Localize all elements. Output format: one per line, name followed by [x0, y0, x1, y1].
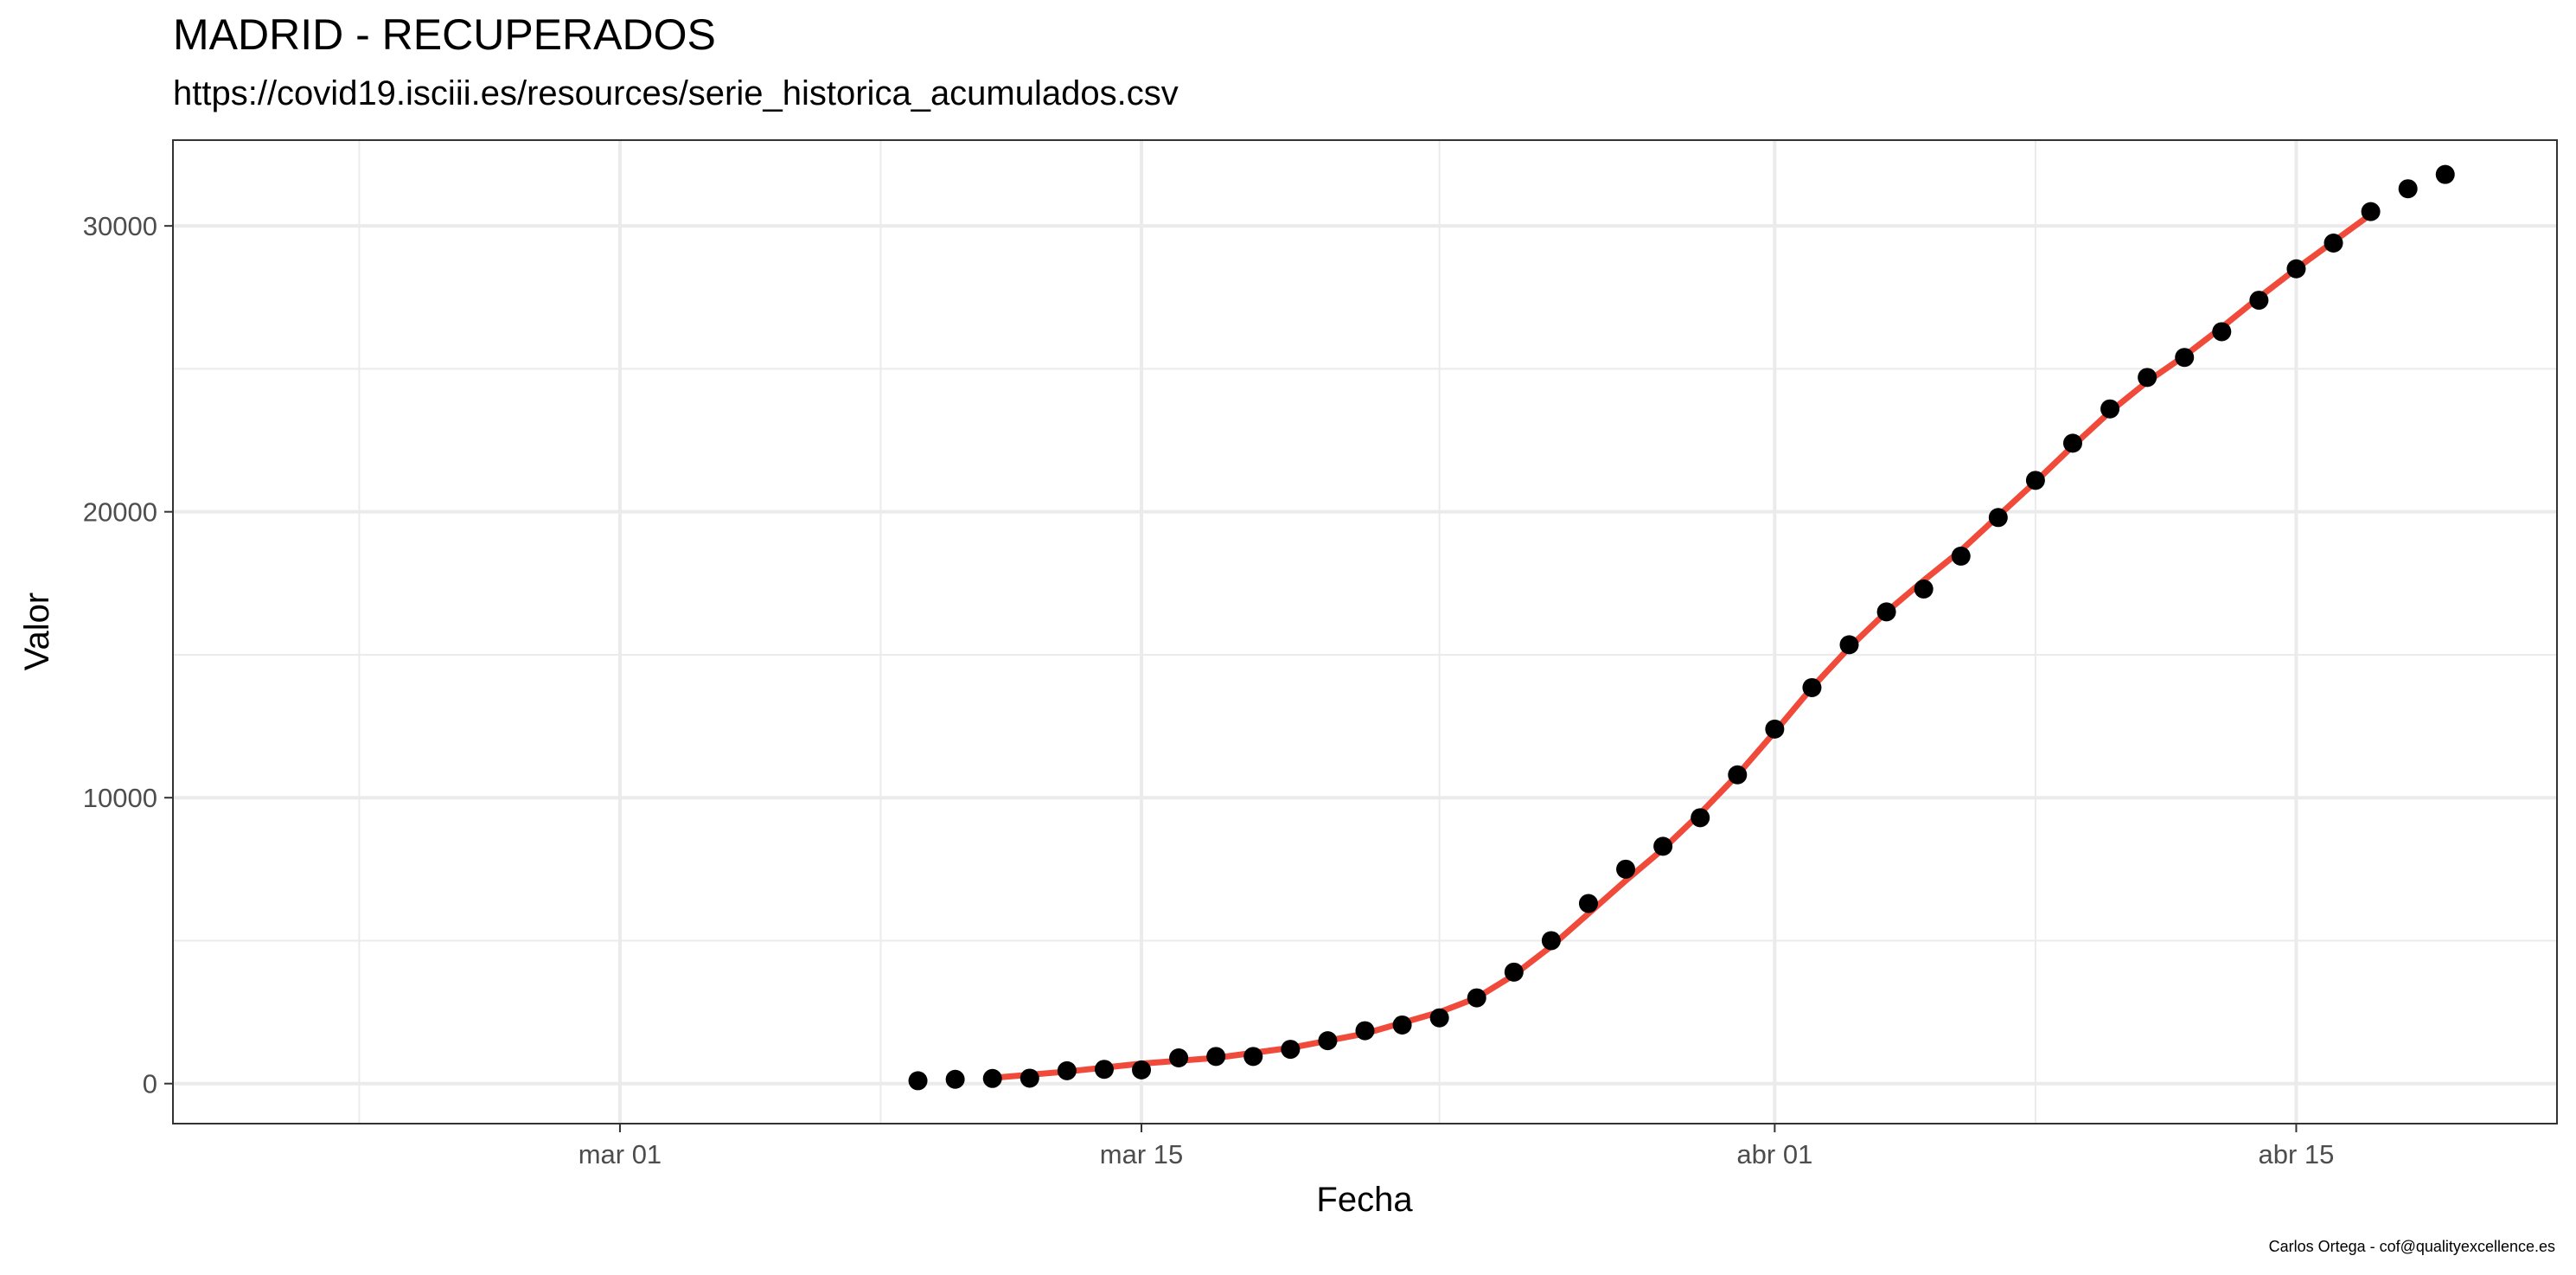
data-point [1988, 508, 2008, 528]
x-tick-label: mar 15 [1100, 1139, 1183, 1169]
data-point [1578, 894, 1598, 913]
chart-subtitle: https://covid19.isciii.es/resources/seri… [173, 74, 1179, 112]
y-tick-label: 0 [143, 1069, 157, 1099]
data-point [2212, 322, 2232, 342]
chart-title: MADRID - RECUPERADOS [173, 10, 716, 59]
data-point [1132, 1060, 1152, 1080]
data-point [2435, 164, 2455, 184]
data-point [1281, 1040, 1301, 1060]
data-point [1429, 1008, 1449, 1028]
y-tick-label: 10000 [83, 783, 157, 813]
data-point [1355, 1021, 1375, 1041]
data-point [1541, 931, 1561, 951]
chart-caption: Carlos Ortega - cof@qualityexcellence.es [2268, 1238, 2555, 1255]
data-point [1206, 1047, 1226, 1067]
data-point [945, 1069, 965, 1089]
x-tick-label: mar 01 [578, 1139, 662, 1169]
panel-border [172, 139, 2558, 1124]
x-tick-label: abr 01 [1736, 1139, 1812, 1169]
x-axis: mar 01 mar 15 abr 01 abr 15 [578, 1124, 2335, 1169]
data-point [1504, 962, 1524, 982]
data-point [1914, 579, 1934, 599]
major-gridlines [173, 140, 2557, 1124]
data-point [2286, 259, 2306, 279]
data-point [908, 1071, 928, 1091]
data-point [2062, 433, 2082, 453]
data-point [2100, 399, 2120, 419]
y-axis: 0 10000 20000 30000 [83, 211, 173, 1099]
minor-gridlines [173, 140, 2557, 1124]
data-point [982, 1068, 1002, 1088]
data-point [2175, 348, 2195, 368]
y-tick-label: 30000 [83, 211, 157, 241]
data-point [2361, 202, 2381, 221]
x-tick-label: abr 15 [2259, 1139, 2335, 1169]
data-point [2138, 368, 2157, 388]
data-point [2025, 471, 2045, 490]
data-point [1802, 677, 1822, 697]
data-point [2249, 291, 2269, 311]
y-tick-label: 20000 [83, 497, 157, 528]
data-point [1765, 719, 1785, 739]
data-point [1616, 859, 1636, 879]
data-point [1728, 765, 1748, 785]
points-layer [908, 164, 2455, 1091]
data-point [1691, 808, 1710, 828]
data-point [1467, 988, 1486, 1008]
data-point [1169, 1048, 1189, 1067]
plot-panel [173, 140, 2557, 1124]
x-axis-title: Fecha [1316, 1181, 1413, 1219]
data-point [1020, 1068, 1039, 1088]
data-point [2324, 233, 2343, 253]
data-point [1876, 602, 1896, 622]
data-point [2398, 179, 2418, 199]
data-point [1951, 546, 1971, 566]
y-axis-title: Valor [18, 593, 56, 670]
data-point [1318, 1031, 1338, 1051]
data-point [1839, 635, 1859, 655]
data-point [1094, 1060, 1114, 1080]
data-point [1057, 1060, 1077, 1080]
data-point [1392, 1015, 1412, 1035]
data-point [1653, 836, 1673, 856]
data-point [1243, 1047, 1263, 1067]
